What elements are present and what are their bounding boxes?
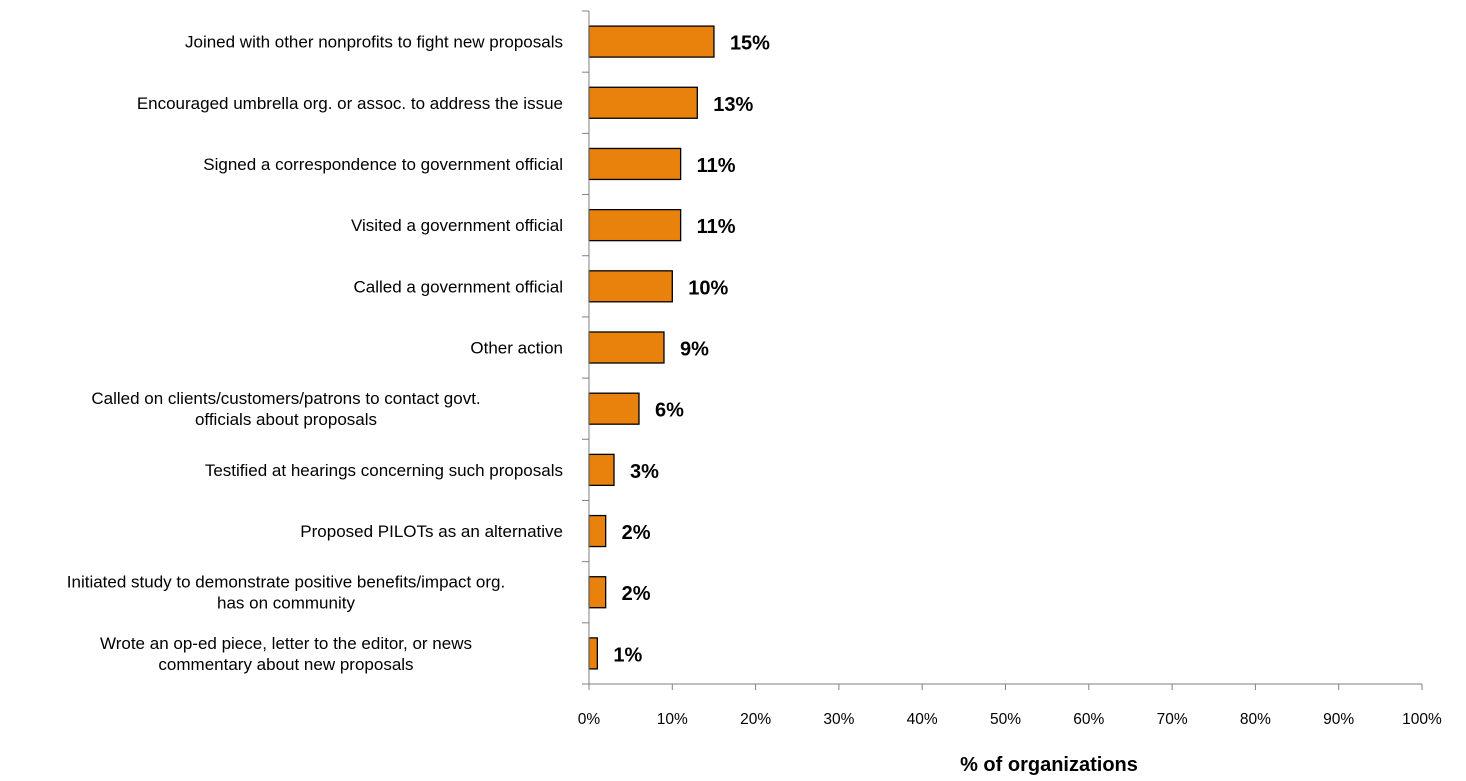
x-tick-label: 90% [1323,711,1354,728]
x-tick-label: 40% [907,711,938,728]
bar [588,514,607,548]
x-tick-label: 100% [1402,711,1442,728]
bar [588,86,698,119]
data-label: 11% [697,216,736,238]
x-tick-label: 70% [1157,711,1188,728]
category-label: has on community [217,594,355,613]
x-tick-label: 60% [1073,711,1104,728]
x-tick-label: 80% [1240,711,1271,728]
bar [588,25,715,58]
data-label: 6% [655,400,684,422]
bar [588,392,640,425]
data-label: 13% [713,94,753,116]
bar [588,331,665,364]
category-label: Other action [470,339,563,358]
x-tick-label: 10% [657,711,688,728]
data-label: 15% [730,33,770,55]
category-label: commentary about new proposals [158,655,413,674]
x-tick-label: 50% [990,711,1021,728]
category-label: Testified at hearings concerning such pr… [205,461,563,480]
bar [588,576,607,609]
x-tick-label: 20% [740,711,771,728]
category-label: officials about proposals [195,410,377,429]
bar [588,637,598,670]
data-label: 11% [697,155,736,177]
data-label: 10% [688,277,728,299]
category-label: Visited a government official [351,216,563,235]
category-label: Initiated study to demonstrate positive … [67,573,505,592]
category-label: Signed a correspondence to government of… [203,155,563,174]
axes-layer [582,10,1423,690]
data-label: 2% [622,522,651,544]
bar [588,147,682,181]
x-axis-title: % of organizations [960,754,1138,776]
labels-layer: 15% Joined with other nonprofits to fight… [67,33,1442,728]
category-label: Called on clients/customers/patrons to c… [91,389,480,408]
bars-layer [588,25,715,670]
bar [588,453,615,487]
category-label: Wrote an op-ed piece, letter to the edit… [100,634,472,653]
bar [588,208,682,242]
category-label: Proposed PILOTs as an alternative [300,522,563,541]
bar [588,270,673,303]
category-label: Joined with other nonprofits to fight ne… [185,33,563,52]
category-label: Encouraged umbrella org. or assoc. to ad… [137,94,563,113]
data-label: 2% [622,583,651,605]
data-label: 1% [613,644,642,666]
data-label: 3% [630,461,659,483]
x-tick-label: 0% [578,711,601,728]
category-label: Called a government official [354,277,563,296]
data-label: 9% [680,339,709,361]
x-tick-label: 30% [823,711,854,728]
